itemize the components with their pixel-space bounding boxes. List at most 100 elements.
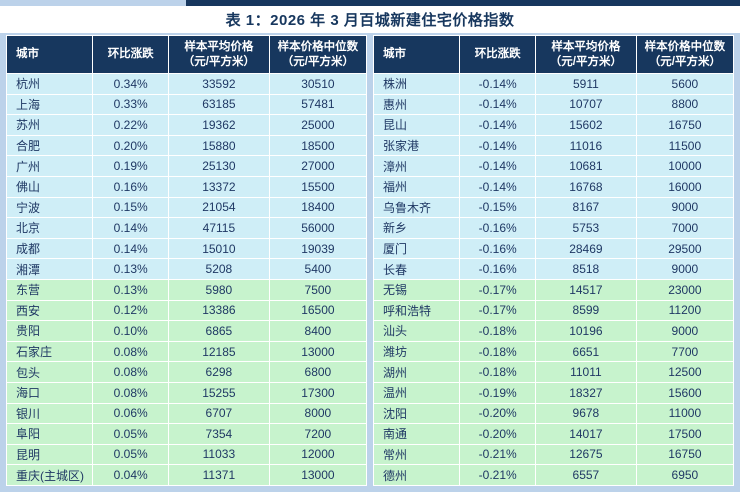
city-cell: 潍坊 [372, 340, 461, 363]
top-rule-line [186, 0, 740, 6]
left-table-header: 城市 环比涨跌 样本平均价格 （元/平方米） 样本价格中位数 （元/平方米） [5, 35, 368, 74]
avg-price-cell: 6865 [167, 320, 270, 342]
median-price-cell: 13000 [268, 340, 368, 363]
city-cell: 贵阳 [5, 320, 94, 342]
table-row: 包头 0.08% 6298 6800 [5, 361, 368, 383]
change-cell: -0.14% [459, 73, 536, 95]
table-row: 新乡 -0.16% 5753 7000 [372, 217, 735, 239]
header-row: 城市 环比涨跌 样本平均价格 （元/平方米） 样本价格中位数 （元/平方米） [5, 35, 368, 74]
avg-price-cell: 18327 [534, 381, 637, 404]
avg-price-cell: 8518 [534, 258, 637, 280]
header-city: 城市 [5, 35, 94, 74]
median-price-cell: 6950 [635, 464, 735, 486]
table-row: 惠州 -0.14% 10707 8800 [372, 93, 735, 116]
median-price-cell: 13000 [268, 464, 368, 486]
city-cell: 汕头 [372, 320, 461, 342]
avg-price-cell: 8167 [534, 196, 637, 219]
median-price-cell: 16000 [635, 175, 735, 198]
change-cell: 0.08% [92, 361, 169, 383]
change-cell: 0.12% [92, 299, 169, 322]
median-price-cell: 11200 [635, 299, 735, 322]
right-table-body: 株洲 -0.14% 5911 5600 惠州 -0.14% 10707 8800 昆山 -0.14… [372, 73, 735, 486]
city-cell: 温州 [372, 381, 461, 404]
city-cell: 重庆(主城区) [5, 464, 94, 486]
change-cell: -0.14% [459, 134, 536, 157]
top-rule-gap [0, 0, 186, 6]
city-cell: 阜阳 [5, 423, 94, 445]
change-cell: -0.14% [459, 175, 536, 198]
change-cell: 0.14% [92, 237, 169, 260]
table-row: 广州 0.19% 25130 27000 [5, 155, 368, 177]
table-row: 潍坊 -0.18% 6651 7700 [372, 340, 735, 363]
city-cell: 惠州 [372, 93, 461, 116]
avg-price-cell: 5208 [167, 258, 270, 280]
table-row: 漳州 -0.14% 10681 10000 [372, 155, 735, 177]
city-cell: 石家庄 [5, 340, 94, 363]
change-cell: 0.08% [92, 381, 169, 404]
avg-price-cell: 7354 [167, 423, 270, 445]
change-cell: 0.22% [92, 114, 169, 136]
change-cell: -0.18% [459, 340, 536, 363]
table-row: 长春 -0.16% 8518 9000 [372, 258, 735, 280]
header-median-price: 样本价格中位数 （元/平方米） [635, 35, 735, 74]
change-cell: -0.14% [459, 155, 536, 177]
city-cell: 西安 [5, 299, 94, 322]
median-price-cell: 16500 [268, 299, 368, 322]
avg-price-cell: 12675 [534, 443, 637, 466]
median-price-cell: 7500 [268, 278, 368, 301]
city-cell: 张家港 [372, 134, 461, 157]
change-cell: -0.20% [459, 402, 536, 425]
table-row: 成都 0.14% 15010 19039 [5, 237, 368, 260]
table-row: 福州 -0.14% 16768 16000 [372, 175, 735, 198]
median-price-cell: 18500 [268, 134, 368, 157]
median-price-cell: 17500 [635, 423, 735, 445]
table-row: 德州 -0.21% 6557 6950 [372, 464, 735, 486]
median-price-cell: 9000 [635, 320, 735, 342]
avg-price-cell: 16768 [534, 175, 637, 198]
header-row: 城市 环比涨跌 样本平均价格 （元/平方米） 样本价格中位数 （元/平方米） [372, 35, 735, 74]
table-row: 呼和浩特 -0.17% 8599 11200 [372, 299, 735, 322]
change-cell: 0.19% [92, 155, 169, 177]
change-cell: 0.14% [92, 217, 169, 239]
change-cell: 0.33% [92, 93, 169, 116]
change-cell: 0.34% [92, 73, 169, 95]
median-price-cell: 18400 [268, 196, 368, 219]
change-cell: -0.17% [459, 278, 536, 301]
median-price-cell: 5400 [268, 258, 368, 280]
change-cell: -0.18% [459, 361, 536, 383]
median-price-cell: 16750 [635, 114, 735, 136]
city-cell: 湘潭 [5, 258, 94, 280]
city-cell: 广州 [5, 155, 94, 177]
change-cell: -0.16% [459, 258, 536, 280]
table-title: 表 1：2026 年 3 月百城新建住宅价格指数 [225, 12, 515, 29]
city-cell: 株洲 [372, 73, 461, 95]
median-price-cell: 15500 [268, 175, 368, 198]
table-row: 昆明 0.05% 11033 12000 [5, 443, 368, 466]
city-cell: 漳州 [372, 155, 461, 177]
avg-price-cell: 11011 [534, 361, 637, 383]
change-cell: -0.16% [459, 217, 536, 239]
change-cell: -0.21% [459, 443, 536, 466]
table-row: 宁波 0.15% 21054 18400 [5, 196, 368, 219]
table-row: 重庆(主城区) 0.04% 11371 13000 [5, 464, 368, 486]
median-price-cell: 15600 [635, 381, 735, 404]
table-row: 南通 -0.20% 14017 17500 [372, 423, 735, 445]
avg-price-cell: 5753 [534, 217, 637, 239]
header-avg-price-line1: 样本平均价格 [551, 40, 621, 53]
city-cell: 佛山 [5, 175, 94, 198]
header-avg-price: 样本平均价格 （元/平方米） [534, 35, 637, 74]
avg-price-cell: 13372 [167, 175, 270, 198]
avg-price-cell: 6557 [534, 464, 637, 486]
change-cell: 0.13% [92, 258, 169, 280]
median-price-cell: 23000 [635, 278, 735, 301]
table-row: 杭州 0.34% 33592 30510 [5, 73, 368, 95]
median-price-cell: 19039 [268, 237, 368, 260]
change-cell: 0.05% [92, 443, 169, 466]
header-avg-price-line2: （元/平方米） [182, 55, 255, 68]
median-price-cell: 8800 [635, 93, 735, 116]
avg-price-cell: 25130 [167, 155, 270, 177]
left-table-body: 杭州 0.34% 33592 30510 上海 0.33% 63185 57481 苏州 0.22… [5, 73, 368, 486]
median-price-cell: 16750 [635, 443, 735, 466]
header-avg-price-line2: （元/平方米） [549, 55, 622, 68]
